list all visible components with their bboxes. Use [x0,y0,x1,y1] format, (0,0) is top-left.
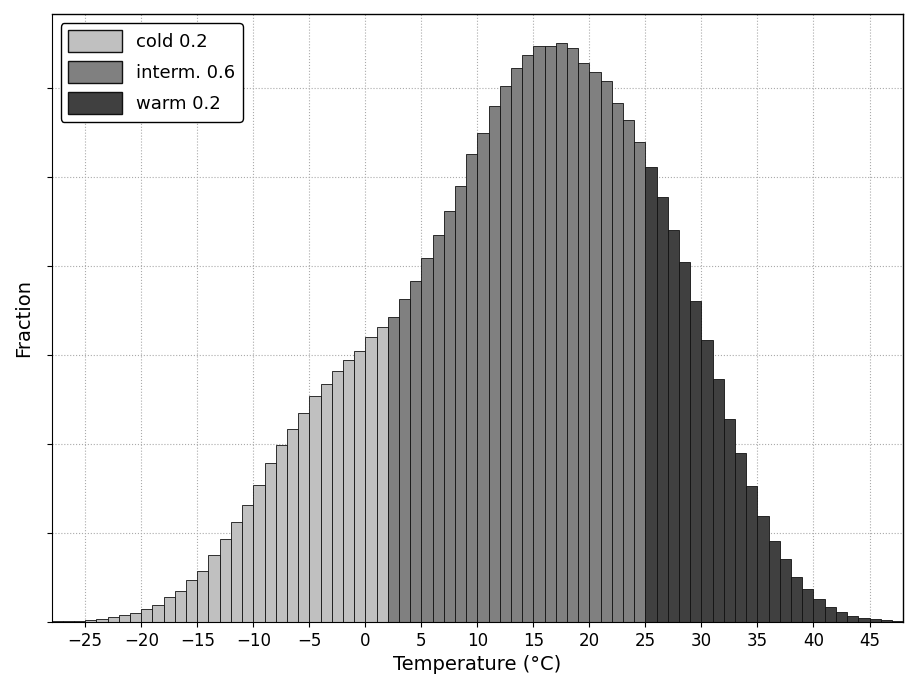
Bar [276,445,287,622]
Bar [522,55,534,622]
Bar [679,262,691,622]
Bar [186,580,197,622]
Bar [388,317,399,622]
Bar [500,86,511,622]
Bar [489,106,500,622]
Bar [96,619,107,622]
Bar [444,211,455,622]
Bar [824,607,836,622]
Bar [869,619,880,622]
Bar [567,48,579,622]
Bar [152,605,163,622]
Bar [601,81,612,622]
Bar [264,463,276,622]
Bar [163,597,175,622]
Bar [354,351,365,622]
Bar [757,515,768,622]
Bar [85,620,96,622]
Bar [534,46,545,622]
Bar [455,186,466,622]
Bar [253,485,264,622]
Bar [813,599,824,622]
Bar [74,621,85,622]
Bar [880,621,892,622]
Bar [365,337,377,622]
Bar [702,340,713,622]
Bar [197,571,208,622]
Y-axis label: Fraction: Fraction [14,279,33,357]
Bar [612,103,623,622]
Legend: cold 0.2, interm. 0.6, warm 0.2: cold 0.2, interm. 0.6, warm 0.2 [61,23,243,122]
Bar [175,590,186,622]
Bar [410,281,421,622]
Bar [646,166,657,622]
Bar [768,541,779,622]
Bar [791,577,802,622]
Bar [63,621,74,622]
Bar [746,486,757,622]
Bar [657,197,668,622]
Bar [858,618,869,622]
Bar [802,590,813,622]
Bar [735,453,746,622]
Bar [399,299,410,622]
Bar [130,613,141,622]
X-axis label: Temperature (°C): Temperature (°C) [393,655,561,674]
Bar [231,522,242,622]
Bar [668,230,679,622]
Bar [579,63,590,622]
Bar [119,616,130,622]
Bar [713,379,724,622]
Bar [836,612,847,622]
Bar [779,559,791,622]
Bar [298,413,309,622]
Bar [141,609,152,622]
Bar [590,72,601,622]
Bar [478,133,489,622]
Bar [556,43,567,622]
Bar [242,505,253,622]
Bar [287,429,298,622]
Bar [421,259,433,622]
Bar [545,46,556,622]
Bar [466,155,478,622]
Bar [847,616,858,622]
Bar [309,396,321,622]
Bar [208,555,220,622]
Bar [332,371,343,622]
Bar [511,68,522,622]
Bar [107,617,119,622]
Bar [220,539,231,622]
Bar [724,419,735,622]
Bar [635,142,646,622]
Bar [892,621,903,622]
Bar [623,120,635,622]
Bar [377,327,388,622]
Bar [321,385,332,622]
Bar [433,235,444,622]
Bar [343,360,354,622]
Bar [691,301,702,622]
